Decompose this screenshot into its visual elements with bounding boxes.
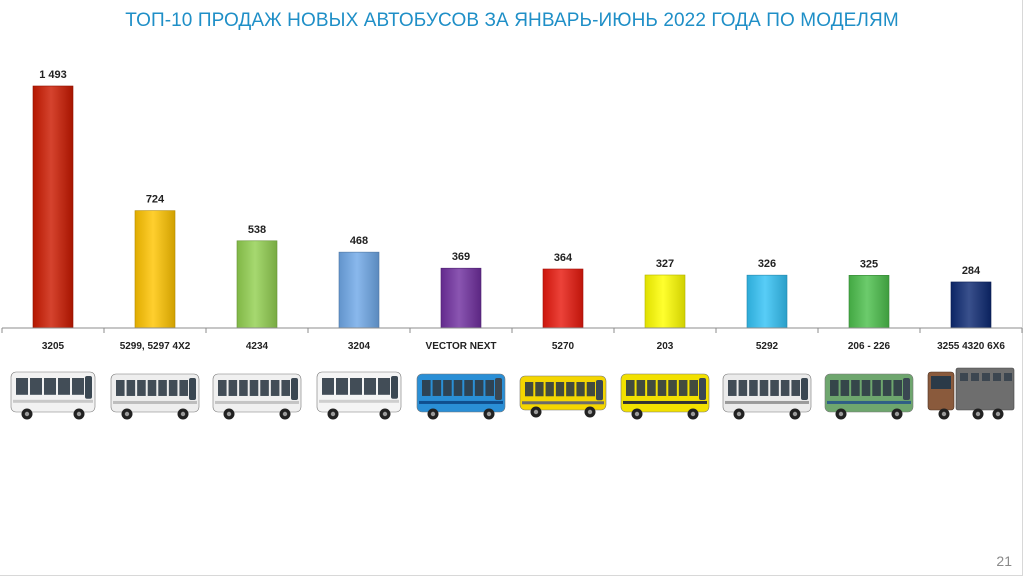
value-labels-group: 1 493 724 538 468 369 364 327 326 325 284 <box>39 69 981 277</box>
page-title: ТОП-10 ПРОДАЖ НОВЫХ АВТОБУСОВ ЗА ЯНВАРЬ-… <box>125 10 899 31</box>
tick-label-2: 5299, 5297 4X2 <box>120 341 191 352</box>
bus-5292-image <box>722 373 812 420</box>
page-number: 21 <box>996 553 1012 569</box>
tick-label-9: 206 - 226 <box>848 341 891 352</box>
bars-group <box>32 85 992 329</box>
bus-3205-image <box>10 371 96 420</box>
bar-5 <box>440 267 482 329</box>
tick-label-7: 203 <box>657 341 674 352</box>
bar-10 <box>950 281 992 329</box>
bar-2 <box>134 210 176 329</box>
bus-5299-image <box>110 373 200 420</box>
value-label-5: 369 <box>452 251 470 263</box>
value-label-3: 538 <box>248 224 266 236</box>
bus-3255-4320-image <box>927 367 1015 420</box>
bus-3204-image <box>316 371 402 420</box>
bar-6 <box>542 268 584 329</box>
value-label-6: 364 <box>554 252 573 264</box>
tick-label-5: VECTOR NEXT <box>426 341 497 352</box>
tick-label-8: 5292 <box>756 341 779 352</box>
value-label-10: 284 <box>962 265 981 277</box>
bus-vector-next-image <box>416 373 506 420</box>
bar-4 <box>338 251 380 329</box>
value-label-8: 326 <box>758 258 776 270</box>
bus-4234-image <box>212 373 302 420</box>
value-label-7: 327 <box>656 258 674 270</box>
bus-206-226-image <box>824 373 914 420</box>
value-label-2: 724 <box>146 194 165 206</box>
bus-images-group <box>10 367 1015 420</box>
tick-label-10: 3255 4320 6X6 <box>937 341 1005 352</box>
tick-label-4: 3204 <box>348 341 371 352</box>
bus-203-image <box>620 373 710 420</box>
bar-9 <box>848 275 890 329</box>
tick-label-3: 4234 <box>246 341 269 352</box>
value-label-1: 1 493 <box>39 69 67 81</box>
x-axis <box>1 327 1023 333</box>
tick-label-1: 3205 <box>42 341 65 352</box>
bar-7 <box>644 274 686 329</box>
value-label-9: 325 <box>860 258 878 270</box>
bar-1 <box>32 85 74 329</box>
bar-8 <box>746 274 788 329</box>
bus-5270-image <box>519 375 607 418</box>
value-label-4: 468 <box>350 235 368 247</box>
bar-3 <box>236 240 278 329</box>
tick-label-6: 5270 <box>552 341 575 352</box>
tick-labels-group: 3205 5299, 5297 4X2 4234 3204 VECTOR NEXT 527… <box>42 341 1005 352</box>
